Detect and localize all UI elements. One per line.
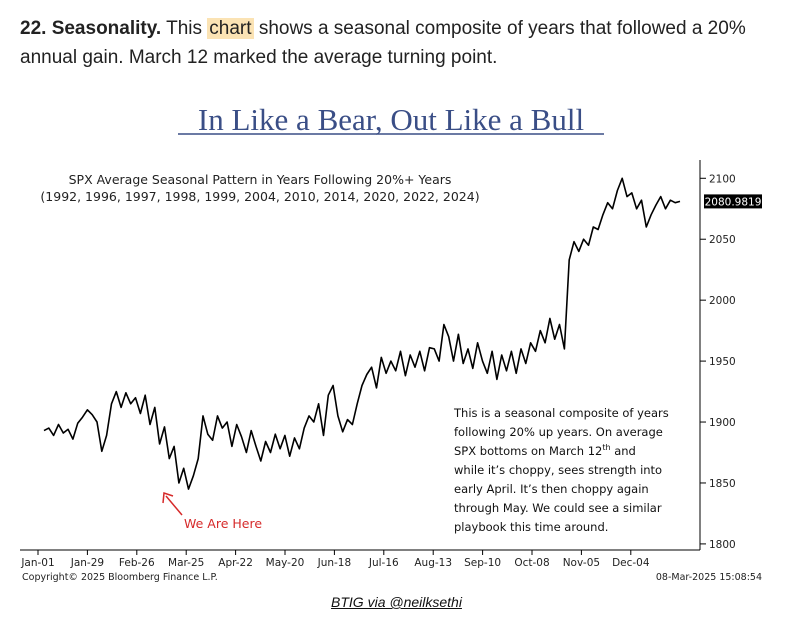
source-link[interactable]: BTIG via @neilksethi — [331, 594, 462, 610]
intro-text-before: This — [166, 18, 203, 39]
last-value-label: 2080.9819 — [704, 194, 762, 209]
series-line — [43, 177, 681, 490]
x-tick-label: Jun-18 — [317, 557, 352, 569]
y-tick-label: 1850 — [709, 478, 736, 490]
x-tick-label: Jan-01 — [20, 557, 54, 569]
we-are-here-arrow: We Are Here — [162, 491, 262, 531]
annotation-line-2: following 20% up years. On average — [454, 425, 663, 439]
footer-timestamp: 08-Mar-2025 15:08:54 — [656, 572, 762, 583]
annotation-line-4: while it’s choppy, sees strength into — [454, 463, 662, 477]
annotation-line-3-end: and — [611, 444, 636, 458]
x-tick-label: Mar-25 — [168, 557, 204, 569]
x-tick-label: Sep-10 — [464, 557, 501, 569]
last-value-box — [704, 194, 762, 209]
chart-title: In Like a Bear, Out Like a Bull — [198, 102, 584, 137]
intro-paragraph: 22. Seasonality. This chart shows a seas… — [20, 14, 770, 72]
y-tick-label: 2000 — [709, 295, 736, 307]
footer-copyright: Copyright© 2025 Bloomberg Finance L.P. — [22, 572, 218, 583]
intro-highlight: chart — [207, 18, 254, 39]
y-axis-ticks: 1800 1850 1900 1950 2000 2050 2100 — [700, 173, 736, 551]
annotation-line-3: SPX bottoms on March 12th and — [454, 443, 636, 458]
y-tick-label: 1800 — [709, 539, 736, 551]
y-tick-label: 2050 — [709, 234, 736, 246]
annotation-line-1: This is a seasonal composite of years — [453, 406, 669, 420]
y-tick-label: 1950 — [709, 356, 736, 368]
y-tick-label: 1900 — [709, 417, 736, 429]
x-tick-label: Jan-29 — [70, 557, 104, 569]
y-tick-label: 2100 — [709, 173, 736, 185]
x-axis-ticks: Jan-01 Jan-29 Feb-26 Mar-25 Apr-22 May-20 Jun-… — [20, 550, 650, 569]
x-tick-label: Apr-22 — [218, 557, 253, 569]
seasonality-chart: In Like a Bear, Out Like a Bull SPX Aver… — [20, 102, 762, 583]
x-tick-label: Oct-08 — [514, 557, 549, 569]
last-value-text: 2080.9819 — [705, 196, 762, 208]
annotation-line-3-main: SPX bottoms on March 12 — [454, 444, 602, 458]
annotation-line-5: early April. It’s then choppy again — [454, 482, 649, 496]
x-tick-label: Nov-05 — [563, 557, 600, 569]
chart-subtitle-line1: SPX Average Seasonal Pattern in Years Fo… — [69, 172, 452, 187]
annotation-line-6: through May. We could see a similar — [454, 501, 662, 515]
arrow-head — [162, 491, 174, 504]
annotation-superscript: th — [602, 443, 610, 452]
x-tick-label: Jul-16 — [368, 557, 399, 569]
x-tick-label: May-20 — [266, 557, 305, 569]
arrow-shaft — [165, 495, 183, 516]
intro-text-after: shows a seasonal composite of years that… — [20, 18, 746, 68]
annotation-box: This is a seasonal composite of years fo… — [453, 406, 669, 534]
annotation-line-7: playbook this time around. — [454, 520, 608, 534]
x-tick-label: Feb-26 — [119, 557, 155, 569]
x-tick-label: Dec-04 — [612, 557, 650, 569]
chart-subtitle-line2: (1992, 1996, 1997, 1998, 1999, 2004, 201… — [40, 189, 479, 204]
x-tick-label: Aug-13 — [414, 557, 452, 569]
intro-number: 22. Seasonality. — [20, 18, 162, 39]
arrow-label: We Are Here — [184, 516, 262, 531]
